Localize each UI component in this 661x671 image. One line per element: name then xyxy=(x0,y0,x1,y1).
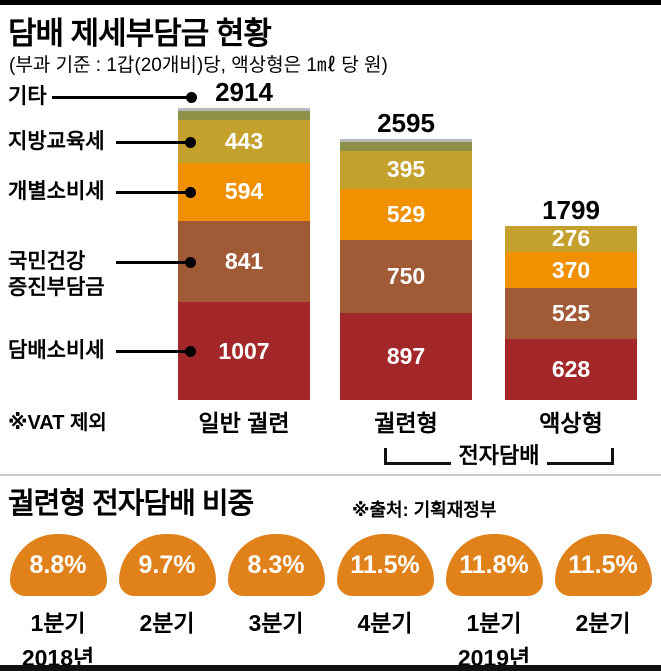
share-value: 8.8% xyxy=(29,550,87,579)
quarter-label: 2분기 xyxy=(139,610,195,636)
pointer-dot xyxy=(185,136,196,148)
tax-label-4: 국민건강 증진부담금 xyxy=(8,250,105,299)
share-badge: 8.3% xyxy=(227,534,325,596)
bracket-right-corner xyxy=(547,448,614,465)
segment-담배소비세: 897 xyxy=(340,313,472,400)
chart-subtitle: (부과 기준 : 1갑(20개비)당, 액상형은 1㎖ 당 원) xyxy=(9,55,388,76)
segment-개별소비세: 370 xyxy=(505,252,637,289)
vat-note: ※VAT 제외 xyxy=(8,412,107,434)
pointer-dot xyxy=(185,256,196,268)
pointer-dot xyxy=(186,91,197,103)
bottom-border xyxy=(0,665,661,671)
share-badge: 11.5% xyxy=(336,534,434,596)
pointer-line xyxy=(116,260,190,264)
segment-담배소비세: 1007 xyxy=(178,302,310,400)
bar-2: 2595 395 529 750 897 xyxy=(340,110,472,400)
segment-국민건강증진부담금: 525 xyxy=(505,288,637,340)
share-item-6: 11.5% 2분기 xyxy=(551,534,655,671)
pointer-dot xyxy=(185,186,196,198)
share-badges-row: 8.8% 1분기 2018년 9.7% 2분기 8.3% 3분기 11.5% 4분기 11.8% 1… xyxy=(0,534,661,671)
bar-total: 2595 xyxy=(377,107,435,138)
pointer-line xyxy=(116,190,190,194)
bar-cap xyxy=(178,108,310,112)
share-item-1: 8.8% 1분기 2018년 xyxy=(6,534,110,671)
segment-기타 xyxy=(340,141,472,151)
segment-개별소비세: 529 xyxy=(340,188,472,241)
chart-title: 담배 제세부담금 현황 xyxy=(8,16,272,51)
share-item-3: 8.3% 3분기 xyxy=(224,534,328,671)
segment-국민건강증진부담금: 750 xyxy=(340,240,472,313)
quarter-label: 3분기 xyxy=(248,610,304,636)
quarter-label: 1분기 xyxy=(30,610,86,636)
share-value: 11.5% xyxy=(350,550,420,579)
pointer-line xyxy=(116,140,190,144)
share-item-4: 11.5% 4분기 xyxy=(333,534,437,671)
share-value: 9.7% xyxy=(138,550,196,579)
pointer-line xyxy=(116,349,190,353)
segment-지방교육세: 443 xyxy=(178,120,310,164)
quarter-label: 4분기 xyxy=(357,610,413,636)
tax-label-3: 개별소비세 xyxy=(8,180,105,203)
share-item-2: 9.7% 2분기 xyxy=(115,534,219,671)
share-badge: 11.8% xyxy=(445,534,543,596)
section-divider xyxy=(0,474,661,476)
axis-label-1: 일반 궐련 xyxy=(198,410,290,436)
share-section-title: 궐련형 전자담배 비중 xyxy=(8,488,254,520)
axis-label-3: 액상형 xyxy=(539,410,603,436)
share-value: 11.8% xyxy=(459,550,529,579)
bar-total: 1799 xyxy=(542,194,600,225)
share-badge: 9.7% xyxy=(118,534,216,596)
segment-개별소비세: 594 xyxy=(178,163,310,221)
segment-지방교육세: 395 xyxy=(340,150,472,189)
share-value: 8.3% xyxy=(247,550,305,579)
share-value: 11.5% xyxy=(568,550,638,579)
share-badge: 11.5% xyxy=(554,534,652,596)
tax-label-2: 지방교육세 xyxy=(8,130,105,153)
share-item-5: 11.8% 1분기 2019년 xyxy=(442,534,546,671)
tax-label-5: 담배소비세 xyxy=(8,339,105,362)
bar-1: 2914 443 594 841 1007 xyxy=(178,79,310,400)
segment-기타 xyxy=(178,111,310,121)
source-note: ※출처: 기획재정부 xyxy=(352,500,497,520)
ecig-group-label: 전자담배 xyxy=(458,443,540,468)
segment-담배소비세: 628 xyxy=(505,339,637,400)
quarter-label: 2분기 xyxy=(575,610,631,636)
bar-total: 2914 xyxy=(215,77,273,108)
segment-지방교육세: 276 xyxy=(505,225,637,253)
top-border xyxy=(0,0,661,5)
segment-국민건강증진부담금: 841 xyxy=(178,220,310,303)
tax-label-line2: 증진부담금 xyxy=(8,276,105,299)
pointer-line xyxy=(52,95,191,99)
bar-3: 1799 276 370 525 628 xyxy=(505,197,637,401)
ecig-bracket: 전자담배 xyxy=(384,438,614,468)
quarter-label: 1분기 xyxy=(466,610,522,636)
share-badge: 8.8% xyxy=(9,534,107,596)
bar-cap xyxy=(340,138,472,142)
axis-label-2: 궐련형 xyxy=(374,410,438,436)
pointer-dot xyxy=(185,345,196,357)
bracket-left-corner xyxy=(384,448,451,465)
tax-label-1: 기타 xyxy=(8,85,47,108)
